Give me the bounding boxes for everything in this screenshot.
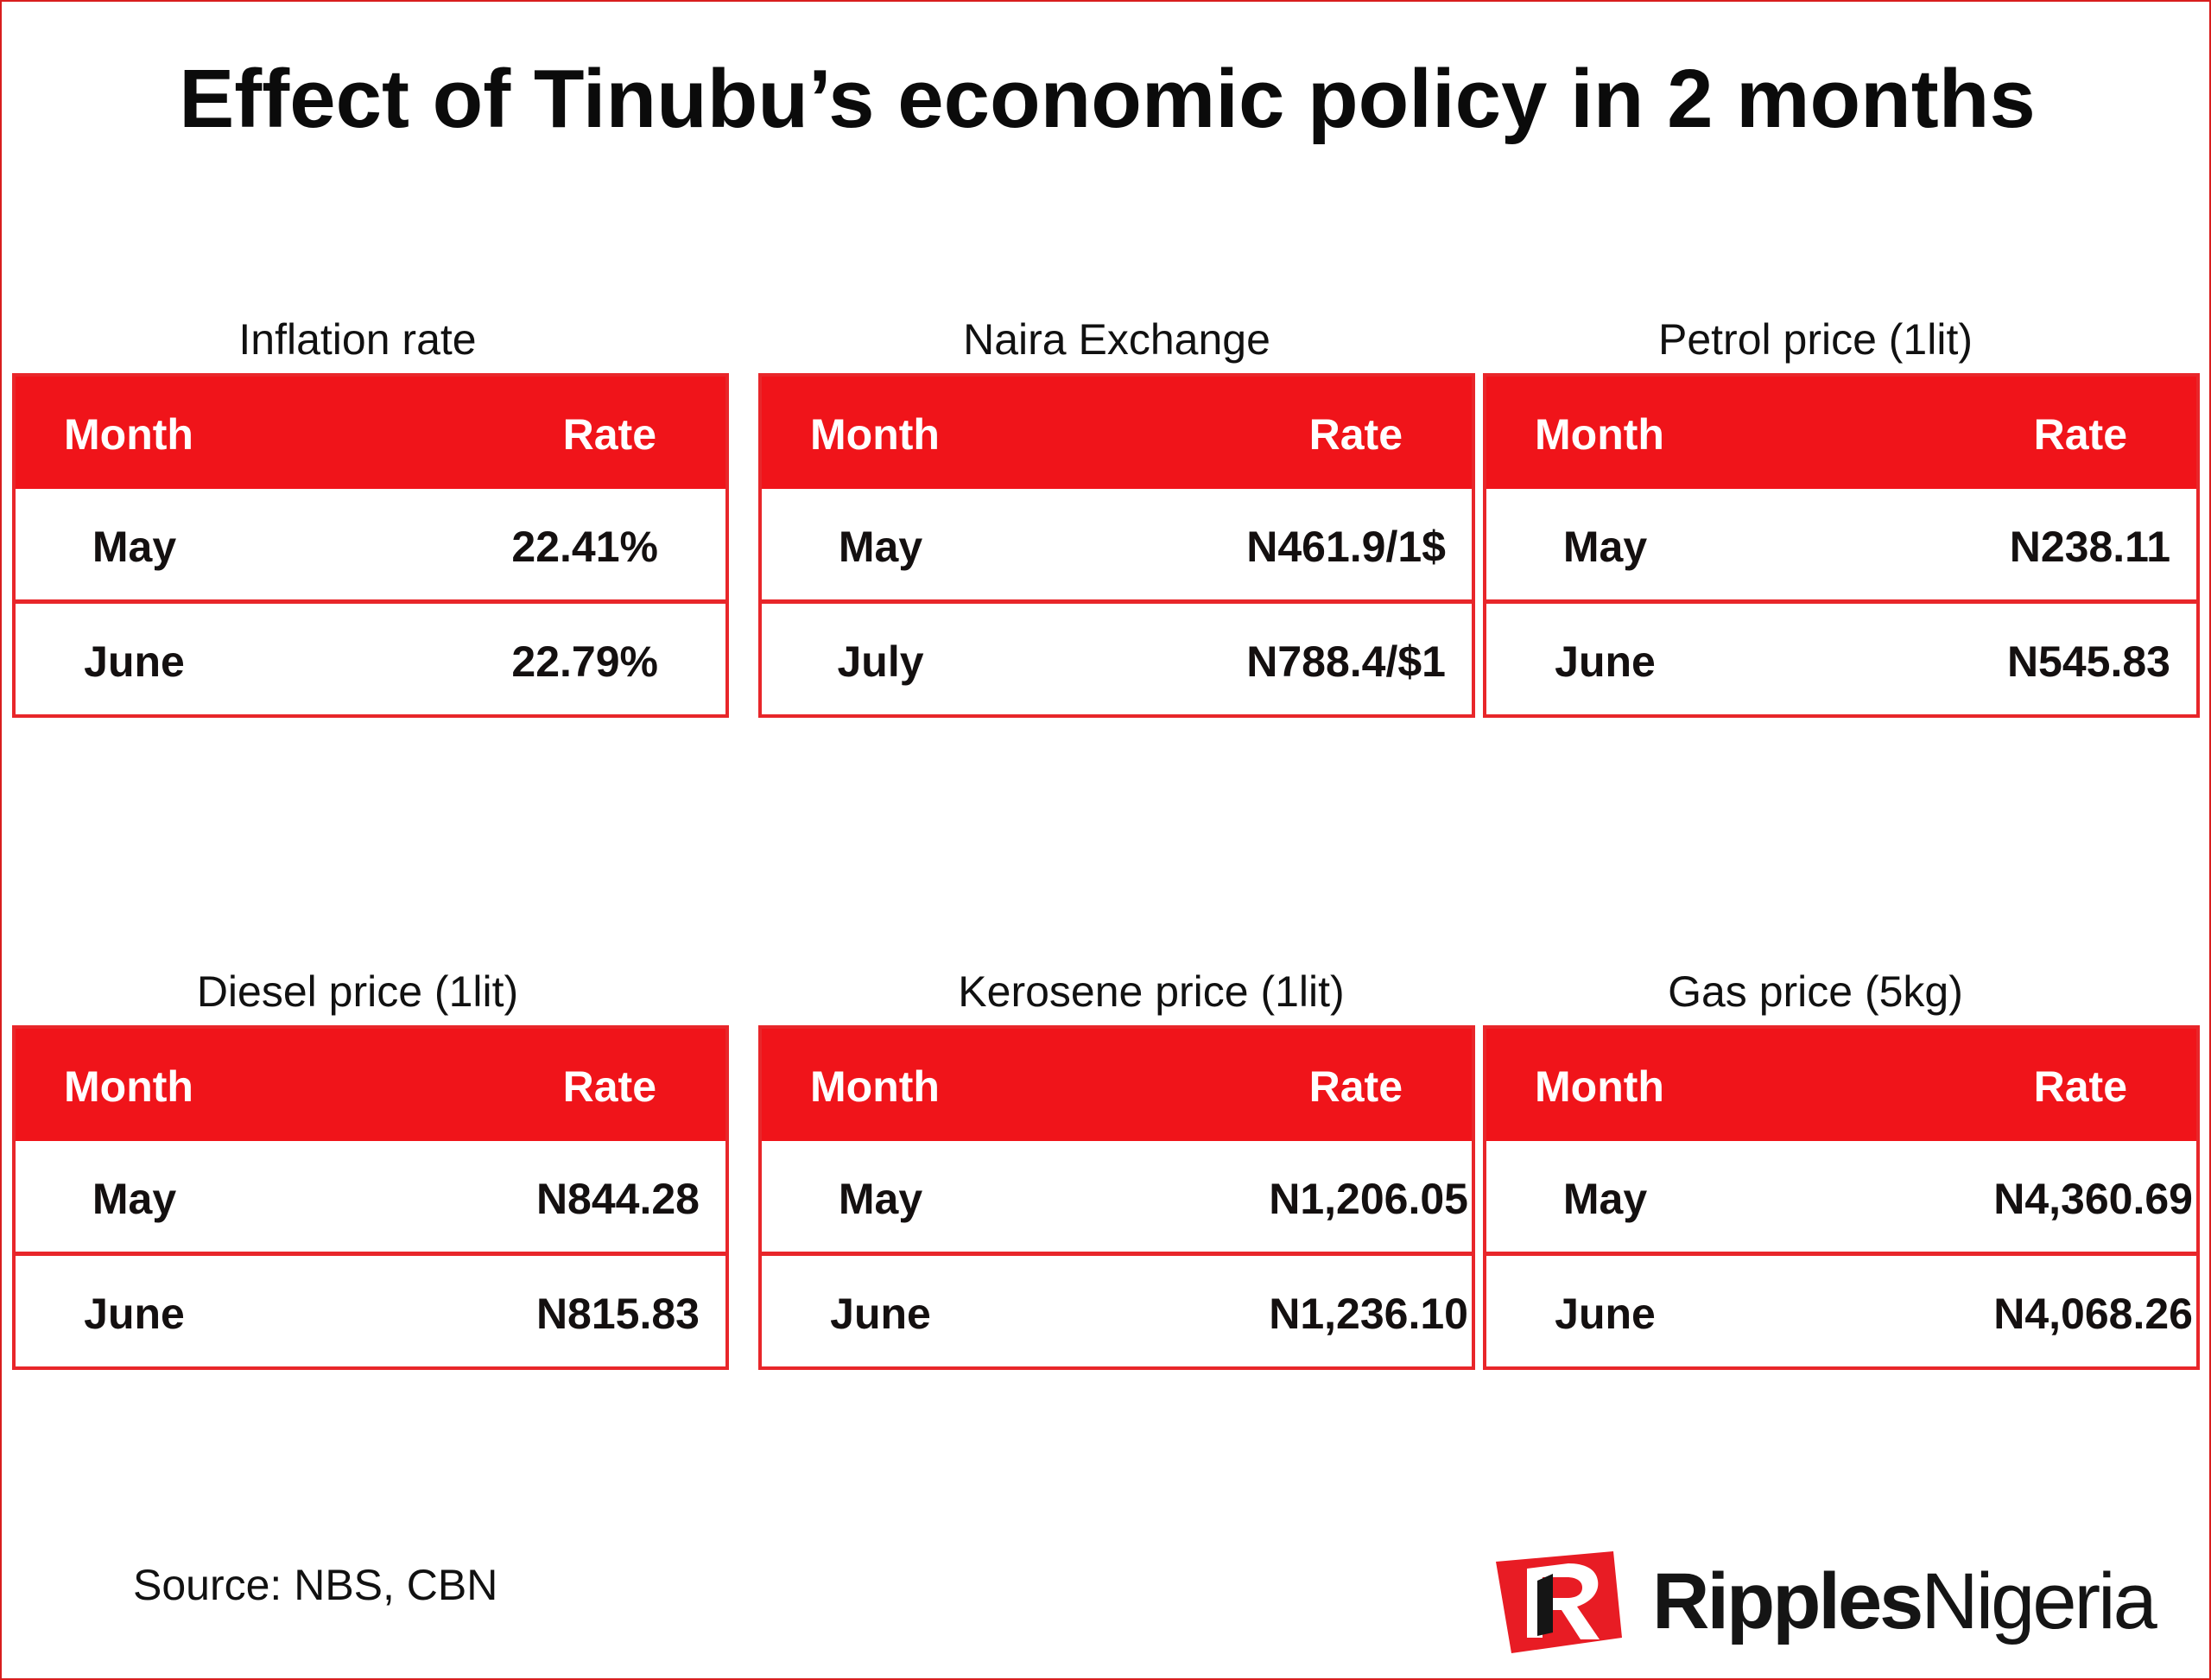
month-cell: May	[838, 523, 923, 571]
data-table: Month Rate May 22.41% June 22.79%	[12, 373, 729, 718]
month-cell: May	[1562, 523, 1648, 571]
table-row: May N844.28	[16, 1141, 725, 1252]
column-header-month: Month	[64, 1062, 193, 1111]
rate-cell: N238.11	[2009, 523, 2170, 571]
table-row: May N1,206.05	[762, 1141, 1472, 1252]
month-cell: May	[838, 1175, 923, 1223]
data-table: Month Rate May N4,360.69 June N4,068.26	[1483, 1025, 2200, 1370]
table-header: Month Rate	[762, 377, 1472, 489]
table-row: June 22.79%	[16, 599, 725, 714]
rate-cell: N461.9/1$	[1246, 523, 1446, 571]
rate-cell: N545.83	[2006, 637, 2170, 686]
table-row: June N545.83	[1486, 599, 2196, 714]
table-header: Month Rate	[1486, 377, 2196, 489]
table-header: Month Rate	[16, 377, 725, 489]
logo-wordmark: RipplesNigeria	[1652, 1556, 2157, 1647]
data-table: Month Rate May N844.28 June N815.83	[12, 1025, 729, 1370]
ripples-nigeria-logo: RipplesNigeria	[1492, 1543, 2183, 1664]
rate-cell: N844.28	[535, 1175, 700, 1223]
rate-cell: N1,206.05	[1269, 1175, 1468, 1223]
source-note: Source: NBS, CBN	[133, 1561, 498, 1609]
data-table: Month Rate May N461.9/1$ July N788.4/$1	[758, 373, 1475, 718]
column-header-rate: Rate	[562, 410, 656, 459]
month-cell: June	[84, 637, 185, 686]
column-header-month: Month	[810, 1062, 940, 1111]
column-header-month: Month	[1535, 410, 1664, 459]
month-cell: June	[84, 1290, 185, 1338]
column-header-month: Month	[1535, 1062, 1664, 1111]
panel-title: Diesel price (1lit)	[196, 967, 519, 1016]
column-header-month: Month	[810, 410, 940, 459]
panel-title: Petrol price (1lit)	[1658, 315, 1973, 364]
month-cell: June	[1555, 1290, 1656, 1338]
panel-title: Gas price (5kg)	[1668, 967, 1963, 1016]
table-row: May N461.9/1$	[762, 489, 1472, 599]
month-cell: May	[92, 523, 177, 571]
table-row: July N788.4/$1	[762, 599, 1472, 714]
rate-cell: 22.41%	[511, 523, 658, 571]
table-row: June N815.83	[16, 1252, 725, 1366]
panel-title: Kerosene price (1lit)	[958, 967, 1345, 1016]
rate-cell: N815.83	[535, 1290, 700, 1338]
month-cell: June	[1555, 637, 1656, 686]
rate-cell: N4,360.69	[1993, 1175, 2193, 1223]
logo-text-ripples: Ripples	[1652, 1557, 1923, 1645]
table-header: Month Rate	[16, 1029, 725, 1141]
table-row: May 22.41%	[16, 489, 725, 599]
column-header-rate: Rate	[1308, 1062, 1403, 1111]
page-title: Effect of Tinubu’s economic policy in 2 …	[179, 53, 2036, 145]
rate-cell: 22.79%	[511, 637, 658, 686]
column-header-rate: Rate	[1308, 410, 1403, 459]
panel-title: Naira Exchange	[963, 315, 1270, 364]
table-row: June N1,236.10	[762, 1252, 1472, 1366]
rate-cell: N4,068.26	[1993, 1290, 2193, 1338]
table-row: May N238.11	[1486, 489, 2196, 599]
table-row: May N4,360.69	[1486, 1141, 2196, 1252]
data-table: Month Rate May N238.11 June N545.83	[1483, 373, 2200, 718]
month-cell: June	[830, 1290, 931, 1338]
column-header-rate: Rate	[562, 1062, 656, 1111]
table-row: June N4,068.26	[1486, 1252, 2196, 1366]
month-cell: May	[92, 1175, 177, 1223]
data-table: Month Rate May N1,206.05 June N1,236.10	[758, 1025, 1475, 1370]
rate-cell: N1,236.10	[1269, 1290, 1468, 1338]
table-header: Month Rate	[1486, 1029, 2196, 1141]
column-header-month: Month	[64, 410, 193, 459]
ripples-r-logo-icon	[1496, 1551, 1622, 1653]
table-header: Month Rate	[762, 1029, 1472, 1141]
rate-cell: N788.4/$1	[1246, 637, 1446, 686]
column-header-rate: Rate	[2033, 1062, 2127, 1111]
panel-title: Inflation rate	[238, 315, 477, 364]
column-header-rate: Rate	[2033, 410, 2127, 459]
month-cell: May	[1562, 1175, 1648, 1223]
month-cell: July	[837, 637, 924, 686]
logo-text-nigeria: Nigeria	[1921, 1557, 2157, 1645]
